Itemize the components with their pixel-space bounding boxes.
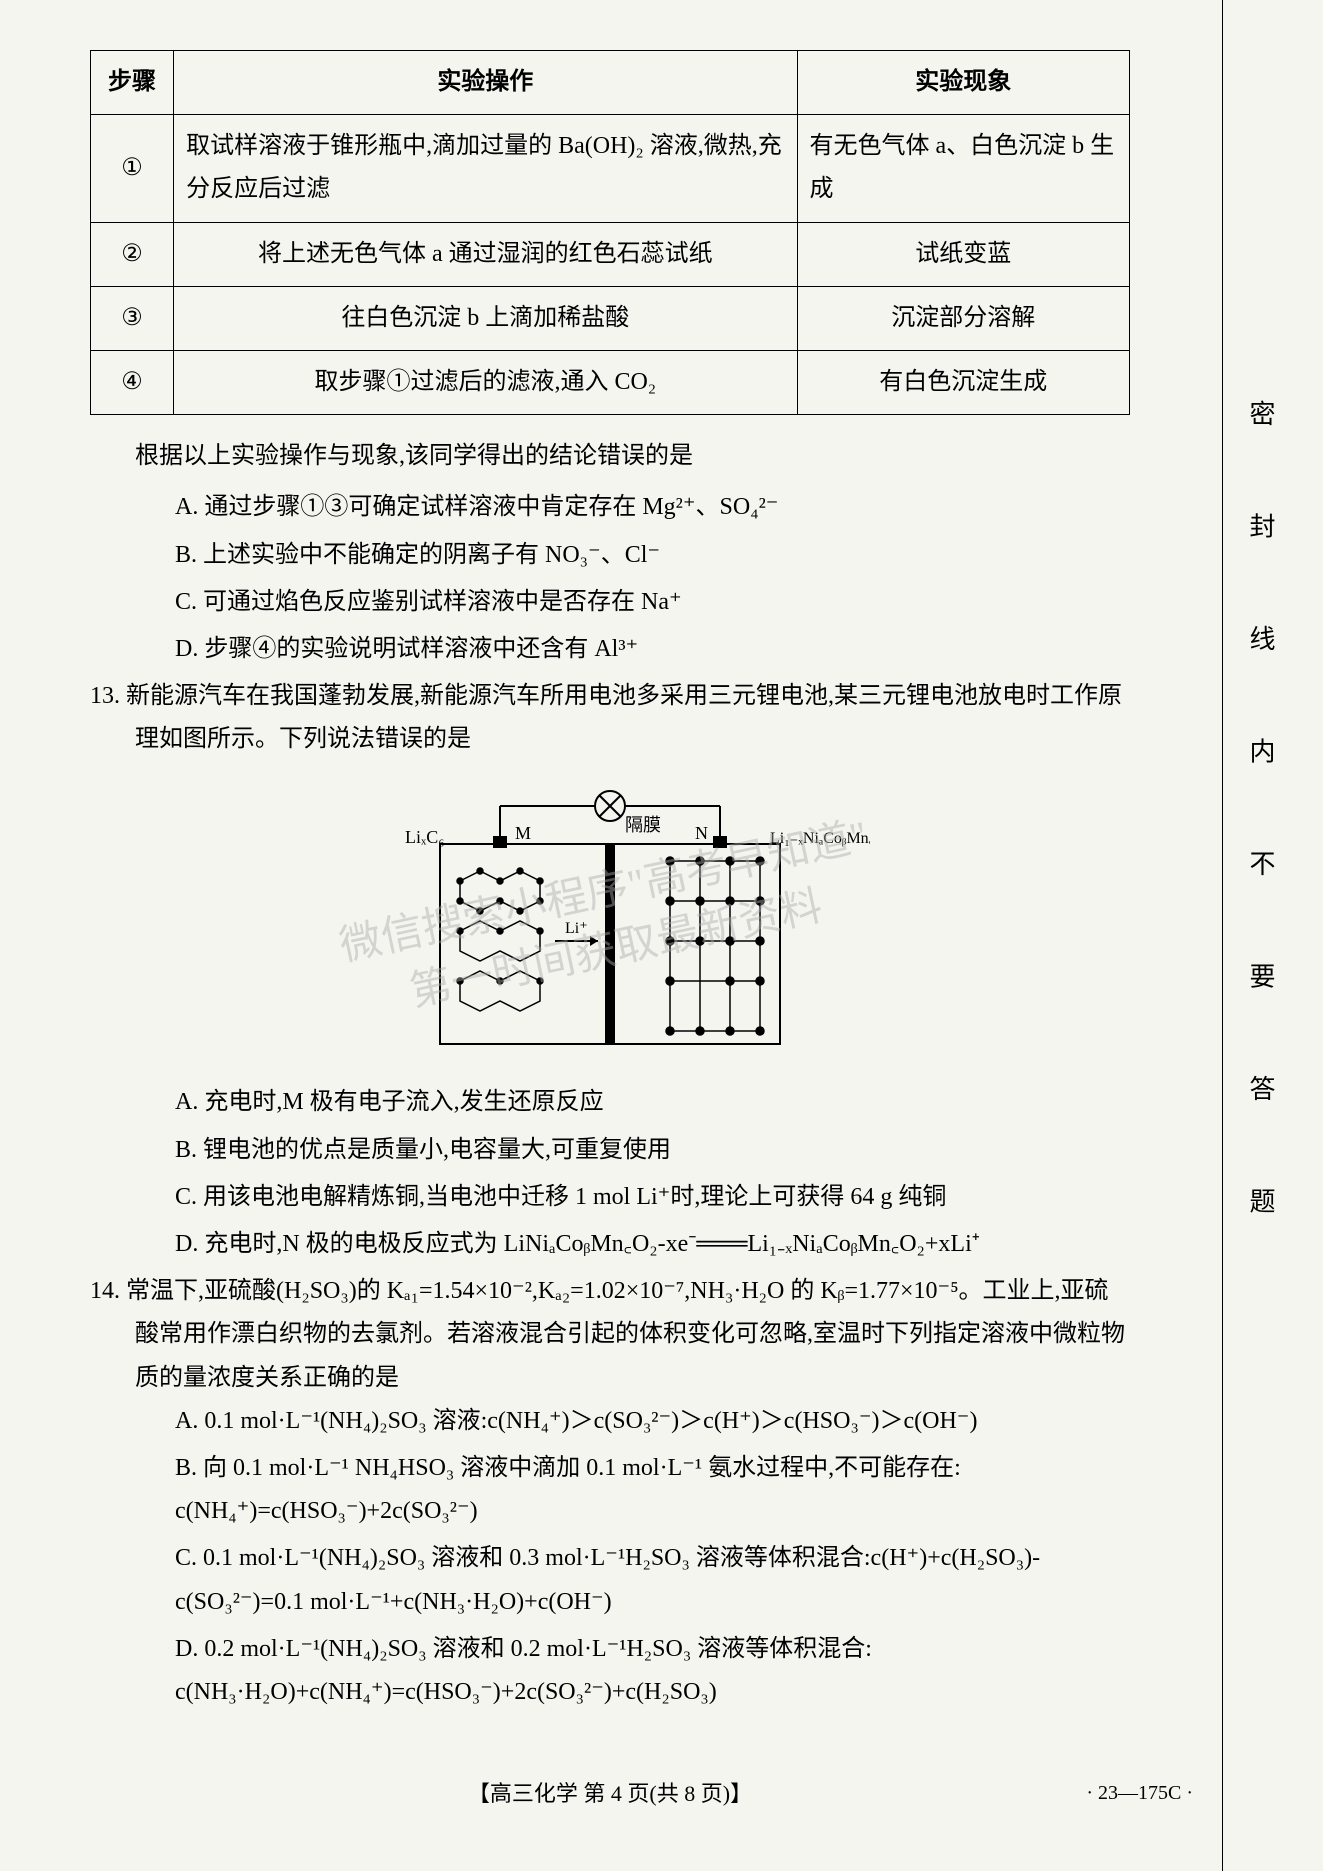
cell-step: ① xyxy=(91,115,174,222)
header-op: 实验操作 xyxy=(174,51,797,115)
experiment-table: 步骤 实验操作 实验现象 ① 取试样溶液于锥形瓶中,滴加过量的 Ba(OH)₂ … xyxy=(90,50,1130,415)
table-row: ② 将上述无色气体 a 通过湿润的红色石蕊试纸 试纸变蓝 xyxy=(91,222,1130,286)
q13-option-b: B. 锂电池的优点是质量小,电容量大,可重复使用 xyxy=(175,1129,1130,1172)
cell-step: ③ xyxy=(91,286,174,350)
cell-phen: 试纸变蓝 xyxy=(797,222,1129,286)
left-label-text: LiₓC₆ xyxy=(405,827,445,847)
q12-option-c: C. 可通过焰色反应鉴别试样溶液中是否存在 Na⁺ xyxy=(175,581,1130,624)
q14-stem: 14. 常温下,亚硫酸(H₂SO₃)的 Kₐ₁=1.54×10⁻²,Kₐ₂=1.… xyxy=(90,1270,1130,1400)
membrane-label: 隔膜 xyxy=(625,815,661,835)
ion-label: Li⁺ xyxy=(565,920,588,937)
page-content: 步骤 实验操作 实验现象 ① 取试样溶液于锥形瓶中,滴加过量的 Ba(OH)₂ … xyxy=(0,0,1210,1864)
cell-step: ② xyxy=(91,222,174,286)
q13-option-d: D. 充电时,N 极的电极反应式为 LiNiₐCoᵦMn꜀O₂-xe⁻═══Li… xyxy=(175,1223,1130,1266)
q12-option-d: D. 步骤④的实验说明试样溶液中还含有 Al³⁺ xyxy=(175,628,1130,671)
page-id: · 23—175C · xyxy=(1086,1775,1193,1811)
table-header-row: 步骤 实验操作 实验现象 xyxy=(91,51,1130,115)
q13-option-a: A. 充电时,M 极有电子流入,发生还原反应 xyxy=(175,1081,1130,1124)
cell-phen: 有无色气体 a、白色沉淀 b 生成 xyxy=(797,115,1129,222)
battery-svg: LiₓC₆ M 隔膜 N Li₁₋ₓNiₐCoᵦMn꜀O₂ Li⁺ xyxy=(350,781,870,1061)
seal-line-text: 密 封 线 内 不 要 答 题 xyxy=(1253,400,1283,1254)
q12-option-b: B. 上述实验中不能确定的阴离子有 NO₃⁻、Cl⁻ xyxy=(175,534,1130,577)
header-step: 步骤 xyxy=(91,51,174,115)
cell-step: ④ xyxy=(91,350,174,414)
q14-option-c: C. 0.1 mol·L⁻¹(NH₄)₂SO₃ 溶液和 0.3 mol·L⁻¹H… xyxy=(175,1537,1130,1623)
cell-phen: 有白色沉淀生成 xyxy=(797,350,1129,414)
cell-op: 将上述无色气体 a 通过湿润的红色石蕊试纸 xyxy=(174,222,797,286)
margin-line xyxy=(1222,0,1223,1871)
q14-option-d: D. 0.2 mol·L⁻¹(NH₄)₂SO₃ 溶液和 0.2 mol·L⁻¹H… xyxy=(175,1628,1130,1714)
table-row: ③ 往白色沉淀 b 上滴加稀盐酸 沉淀部分溶解 xyxy=(91,286,1130,350)
header-phen: 实验现象 xyxy=(797,51,1129,115)
battery-diagram: LiₓC₆ M 隔膜 N Li₁₋ₓNiₐCoᵦMn꜀O₂ Li⁺ 微信搜索小程… xyxy=(90,781,1130,1061)
cell-phen: 沉淀部分溶解 xyxy=(797,286,1129,350)
q13-option-c: C. 用该电池电解精炼铜,当电池中迁移 1 mol Li⁺时,理论上可获得 64… xyxy=(175,1176,1130,1219)
table-row: ① 取试样溶液于锥形瓶中,滴加过量的 Ba(OH)₂ 溶液,微热,充分反应后过滤… xyxy=(91,115,1130,222)
cell-op: 取试样溶液于锥形瓶中,滴加过量的 Ba(OH)₂ 溶液,微热,充分反应后过滤 xyxy=(174,115,797,222)
q13-stem: 13. 新能源汽车在我国蓬勃发展,新能源汽车所用电池多采用三元锂电池,某三元锂电… xyxy=(90,675,1130,761)
n-label: N xyxy=(695,823,708,843)
q14-option-b: B. 向 0.1 mol·L⁻¹ NH₄HSO₃ 溶液中滴加 0.1 mol·L… xyxy=(175,1447,1130,1533)
table-row: ④ 取步骤①过滤后的滤液,通入 CO₂ 有白色沉淀生成 xyxy=(91,350,1130,414)
q12-option-a: A. 通过步骤①③可确定试样溶液中肯定存在 Mg²⁺、SO₄²⁻ xyxy=(175,486,1130,529)
cell-op: 取步骤①过滤后的滤液,通入 CO₂ xyxy=(174,350,797,414)
m-label: M xyxy=(515,823,531,843)
q14-option-a: A. 0.1 mol·L⁻¹(NH₄)₂SO₃ 溶液:c(NH₄⁺)＞c(SO₃… xyxy=(175,1400,1130,1443)
right-label-text: Li₁₋ₓNiₐCoᵦMn꜀O₂ xyxy=(770,830,870,847)
page-footer: 【高三化学 第 4 页(共 8 页)】 xyxy=(90,1774,1130,1814)
q12-stem: 根据以上实验操作与现象,该同学得出的结论错误的是 xyxy=(135,435,1130,478)
cell-op: 往白色沉淀 b 上滴加稀盐酸 xyxy=(174,286,797,350)
